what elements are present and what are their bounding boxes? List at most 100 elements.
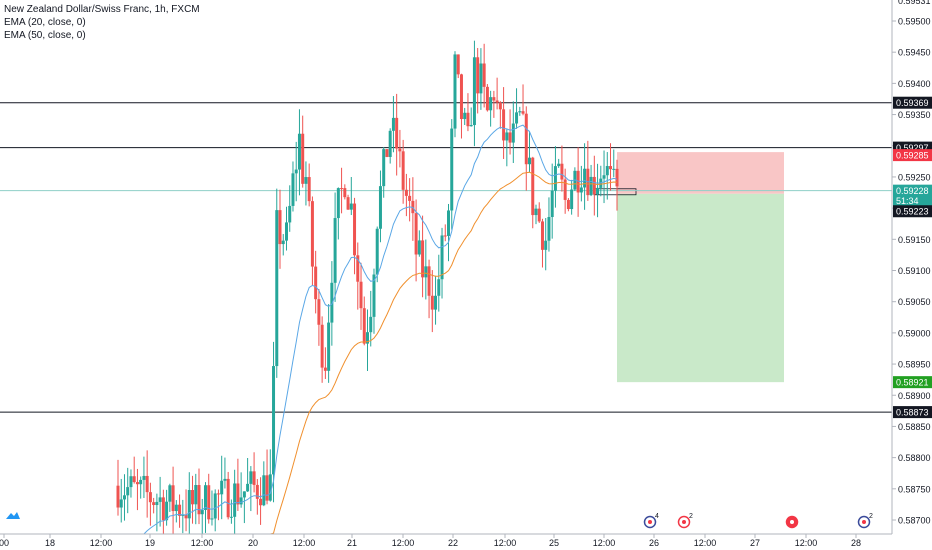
candle-body [515,112,519,124]
candle-body [599,178,603,188]
candle-body [255,484,259,499]
candle-body [524,113,528,165]
target-price-label: 0.58921 [896,378,929,388]
candle-body [518,111,522,113]
candle-body [242,491,246,498]
entry-price-label-bg [893,205,932,218]
candle-body [161,497,165,521]
tradingview-logo-icon[interactable] [5,510,21,522]
price-tick-label: 0.59100 [898,266,931,276]
candle-body [495,100,499,103]
candle-body [550,190,554,218]
candle-body [560,163,564,180]
candle-body [362,308,366,344]
candle-body [314,266,318,300]
candle-body [395,117,399,149]
time-tick-label: 25 [549,538,559,548]
event-icons[interactable]: 4 2 2 [643,513,874,529]
time-tick-label: 00 [0,538,9,548]
candle-body [615,168,619,187]
candle-body [609,166,613,170]
candle-body [489,97,493,111]
event-icon[interactable]: 4 [643,513,660,529]
price-top-label: 0.59531 [898,0,931,6]
candle-body [336,188,340,219]
ema20-legend[interactable]: EMA (20, close, 0) [4,17,86,28]
candle-body [372,274,376,317]
candle-body [152,502,156,506]
time-tick-label: 12:00 [593,538,616,548]
candle-body [155,501,159,506]
time-tick-label: 28 [851,538,861,548]
event-icon[interactable] [785,515,799,529]
candle-body [165,501,169,521]
event-icon[interactable]: 2 [677,513,694,529]
candle-body [447,210,451,236]
logo-shape [6,512,20,519]
time-tick-label: 12:00 [191,538,214,548]
price-tick-label: 0.58850 [898,422,931,432]
candle-body [605,166,609,176]
candle-body [443,235,447,237]
candle-body [184,514,188,519]
candle-body [592,176,596,195]
price-tick-label: 0.59400 [898,79,931,89]
candle-body [528,157,532,165]
chart-legend: New Zealand Dollar/Swiss Franc, 1h, FXCM… [4,3,200,42]
candle-body [126,487,130,496]
candle-body [414,213,418,255]
countdown-price-label: 51:34 [896,196,919,206]
candle-body [511,123,515,143]
candle-body [262,475,266,506]
candle-body [596,187,600,195]
candle-body [456,54,460,75]
candle-body [210,518,214,520]
candle-body [463,112,467,120]
price-tick-label: 0.59250 [898,172,931,182]
candle-body [424,266,428,278]
candle-body [278,210,282,245]
take-profit-zone [617,193,784,383]
price-axis[interactable]: 0.58700 0.58750 0.58800 0.58850 0.58900 0.589… [891,0,931,534]
candle-body [557,163,561,167]
candle-body [375,228,379,275]
time-axis[interactable]: 00 18 12:00 19 12:00 20 12:00 21 12:00 22 12:00 25 1… [0,533,892,548]
level-price-label[interactable]: 0.59369 [896,98,929,108]
ema50-legend[interactable]: EMA (50, close, 0) [4,30,86,41]
level-price-label[interactable]: 0.58873 [896,408,929,418]
price-tick-label: 0.59150 [898,235,931,245]
entry-price-label: 0.59223 [896,207,929,217]
time-tick-label: 26 [649,538,659,548]
stop-price-label: 0.59285 [896,151,929,161]
candle-body [388,130,392,157]
event-icon[interactable]: 2 [857,513,874,529]
time-tick-label: 20 [248,538,258,548]
candle-body [288,205,292,223]
candle-body [356,255,360,282]
level-price-label[interactable]: 0.59297 [896,143,929,153]
time-tick-label: 18 [45,538,55,548]
countdown-price-label-bg [893,194,932,207]
candle-body [207,485,211,520]
candle-body [434,295,438,310]
ema20-line [118,124,618,535]
candle-body [239,497,243,505]
symbol-title[interactable]: New Zealand Dollar/Swiss Franc, 1h, FXCM [4,4,200,15]
candle-body [482,63,486,87]
candle-body [583,168,587,188]
last-price-label-bg [893,184,932,197]
candle-body [408,195,412,201]
candle-body [391,117,395,131]
time-tick-label: 12:00 [90,538,113,548]
event-dot-icon [790,520,794,524]
level-price-label-bg [893,406,932,419]
candle-body [216,493,220,495]
candle-body [502,109,506,141]
price-tick-label: 0.59350 [898,110,931,120]
candle-body [265,475,269,501]
target-price-label-bg [893,376,932,389]
level-price-label-bg [893,96,932,109]
candle-body [284,222,288,241]
candle-body [304,177,308,184]
